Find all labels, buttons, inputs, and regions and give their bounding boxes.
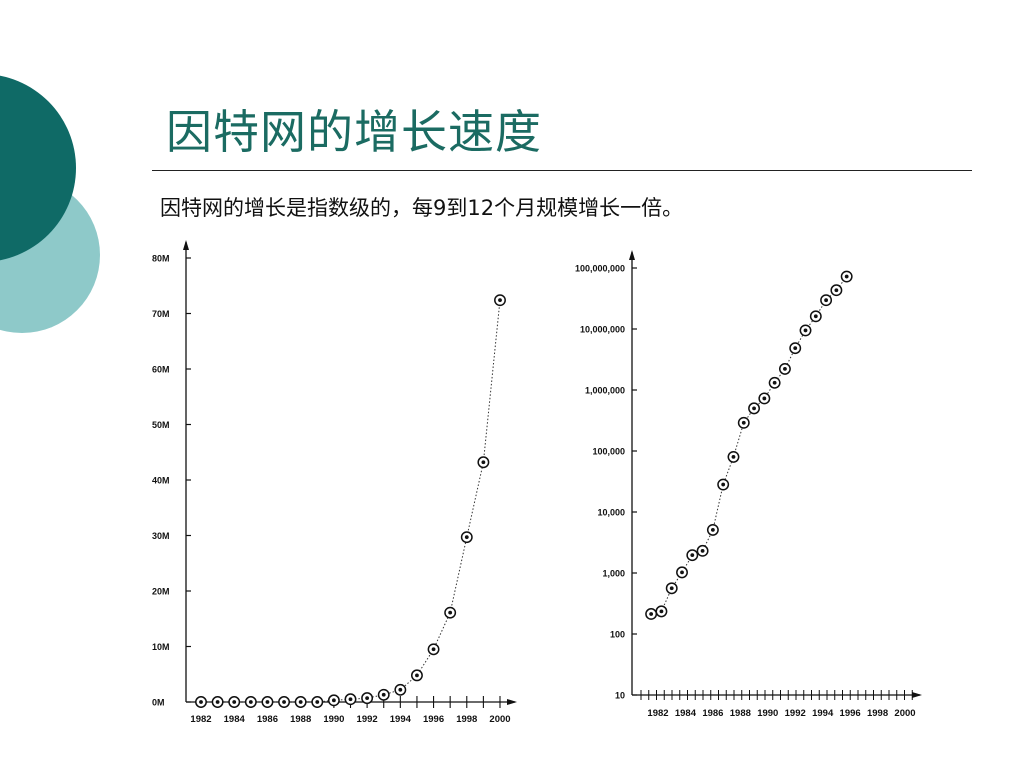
data-point	[394, 683, 407, 696]
y-tick-label: 40M	[152, 476, 170, 486]
data-point	[768, 376, 781, 389]
x-tick-label: 1992	[357, 714, 378, 725]
data-point	[211, 696, 224, 708]
decorative-circles	[0, 75, 100, 333]
x-tick-label: 1990	[323, 714, 344, 725]
y-tick-label: 1,000,000	[585, 386, 625, 396]
data-point	[686, 549, 699, 562]
y-tick-label: 10M	[152, 642, 170, 652]
x-tick-label: 1990	[757, 708, 778, 719]
data-point	[820, 294, 833, 307]
slide-subtitle: 因特网的增长是指数级的，每9到12个月规模增长一倍。	[160, 196, 684, 220]
y-tick-label: 10	[615, 691, 625, 701]
x-tick-label: 1988	[730, 708, 751, 719]
data-point	[278, 696, 291, 708]
data-point	[737, 416, 750, 429]
y-tick-label: 70M	[152, 309, 170, 319]
dark-teal-circle	[0, 75, 76, 261]
data-point	[696, 544, 709, 557]
y-tick-label: 60M	[152, 365, 170, 375]
x-tick-label: 1996	[840, 708, 861, 719]
data-point	[830, 284, 843, 297]
data-point	[494, 294, 506, 307]
data-line	[651, 276, 848, 615]
x-tick-label: 1994	[812, 708, 834, 719]
x-tick-label: 1982	[647, 708, 668, 719]
x-tick-label: 1984	[675, 708, 697, 719]
x-tick-label: 1986	[702, 708, 723, 719]
x-tick-label: 1986	[257, 714, 278, 725]
x-axis-arrow	[912, 692, 922, 698]
x-tick-label: 1988	[290, 714, 311, 725]
data-point	[311, 696, 324, 708]
y-tick-label: 100,000,000	[575, 264, 625, 274]
y-tick-label: 30M	[152, 531, 170, 541]
data-point	[261, 696, 274, 708]
y-tick-label: 50M	[152, 420, 170, 430]
data-point	[665, 582, 678, 595]
y-tick-label: 0M	[152, 698, 165, 708]
x-tick-label: 1996	[423, 714, 444, 725]
y-tick-label: 100,000	[592, 447, 625, 457]
data-point	[645, 608, 658, 620]
data-point	[460, 531, 473, 544]
data-point	[377, 688, 390, 701]
x-tick-label: 1994	[390, 714, 412, 725]
data-point	[361, 692, 374, 705]
data-point	[410, 669, 423, 682]
data-point	[840, 270, 853, 283]
data-point	[195, 696, 207, 708]
y-tick-label: 80M	[152, 254, 170, 264]
x-axis-arrow	[507, 699, 517, 705]
data-point	[327, 694, 340, 707]
slide-title: 因特网的增长速度	[166, 105, 542, 159]
data-point	[294, 696, 307, 708]
data-point	[799, 324, 812, 337]
title-divider	[152, 170, 972, 171]
data-point	[727, 450, 740, 463]
x-tick-label: 1982	[190, 714, 211, 725]
data-point	[706, 523, 719, 536]
x-tick-label: 1998	[456, 714, 477, 725]
data-point	[427, 643, 440, 656]
data-point	[655, 605, 668, 618]
x-tick-label: 2000	[489, 714, 510, 725]
data-point	[444, 606, 457, 619]
data-point	[477, 456, 490, 469]
data-point	[344, 693, 357, 706]
x-tick-label: 2000	[894, 708, 915, 719]
y-tick-label: 100	[610, 630, 625, 640]
data-point	[748, 402, 761, 415]
x-tick-label: 1984	[224, 714, 246, 725]
y-tick-label: 20M	[152, 587, 170, 597]
data-point	[228, 696, 241, 708]
y-axis-arrow	[183, 240, 189, 250]
data-point	[758, 392, 771, 405]
y-tick-label: 10,000,000	[580, 325, 625, 335]
y-tick-label: 10,000	[597, 508, 625, 518]
y-tick-label: 1,000	[602, 569, 625, 579]
x-tick-label: 1998	[867, 708, 888, 719]
data-point	[717, 478, 730, 491]
y-axis-arrow	[629, 250, 635, 260]
data-point	[789, 342, 802, 355]
data-point	[809, 310, 822, 323]
data-point	[778, 362, 791, 375]
data-point	[676, 566, 688, 579]
data-point	[244, 696, 257, 708]
x-tick-label: 1992	[785, 708, 806, 719]
